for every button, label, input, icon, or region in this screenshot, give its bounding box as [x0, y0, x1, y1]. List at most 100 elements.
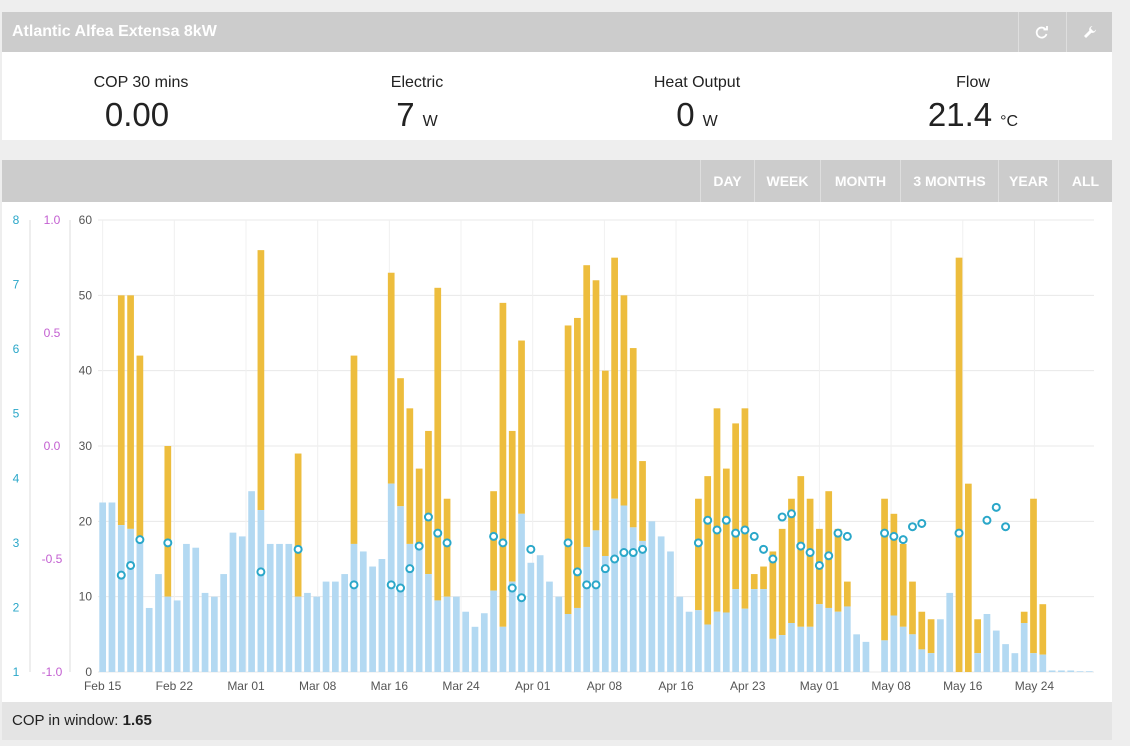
electric-bar [890, 615, 898, 672]
electric-bar [359, 551, 367, 672]
electric-bar [927, 653, 935, 672]
electric-bar [769, 638, 777, 672]
cop-point [628, 548, 638, 558]
electric-bar [257, 510, 265, 672]
electric-bar [862, 641, 870, 672]
electric-bar [378, 559, 386, 672]
chart-toolbar: DAY WEEK MONTH 3 MONTHS YEAR ALL [2, 160, 1112, 202]
heat-bar [629, 348, 637, 528]
range-year-button[interactable]: YEAR [998, 160, 1058, 202]
heat-bar [1020, 611, 1028, 624]
electric-bar [369, 566, 376, 672]
y-tick-label: 20 [79, 514, 93, 528]
energy-chart[interactable]: 0 10 20 30 40 50 60 1 2 3 4 5 6 7 8 -1.0 -0.5 0.0 0.5 1.0 Fe… [2, 202, 1112, 702]
heat-bar [769, 551, 777, 639]
electric-bar [909, 634, 916, 672]
electric-bar [341, 574, 349, 672]
x-tick-label: Mar 08 [299, 679, 337, 693]
cop-point [517, 593, 527, 603]
electric-bar [127, 528, 134, 672]
cop-window-label: COP in window: [12, 712, 119, 729]
electric-bar [983, 613, 991, 672]
cop-tick-label: 3 [13, 536, 20, 550]
range-day-button[interactable]: DAY [700, 160, 754, 202]
electric-bar [499, 626, 507, 672]
cop-point [982, 515, 992, 525]
secondary-tick-label: 1.0 [44, 213, 61, 227]
cop-point [814, 560, 824, 570]
cop-point [563, 538, 573, 548]
electric-bar [406, 543, 414, 672]
cop-point [498, 538, 508, 548]
electric-bar [220, 574, 228, 672]
x-tick-label: Feb 15 [84, 679, 122, 693]
heat-bar [704, 476, 712, 625]
electric-bar [574, 607, 581, 672]
x-tick-label: Feb 22 [156, 679, 194, 693]
heat-bar [592, 280, 600, 531]
range-all-button[interactable]: ALL [1058, 160, 1112, 202]
cop-point [721, 515, 731, 525]
cop-point [693, 538, 703, 548]
electric-bar [211, 596, 218, 672]
cop-point [1001, 522, 1011, 532]
heat-bar [620, 295, 628, 506]
electric-bar [937, 619, 944, 672]
range-month-button[interactable]: MONTH [820, 160, 900, 202]
electric-bar [145, 607, 153, 672]
cop-point [777, 512, 787, 522]
heat-bar [611, 257, 618, 499]
cop-point [442, 538, 452, 548]
cop-point [572, 567, 582, 577]
range-3months-button[interactable]: 3 MONTHS [900, 160, 998, 202]
electric-bar [843, 606, 851, 672]
heat-bar [760, 566, 767, 590]
electric-bar [453, 596, 460, 672]
electric-bar [592, 530, 600, 672]
heat-bar [806, 498, 814, 627]
stat-label: Electric [390, 74, 444, 91]
electric-bar [332, 581, 339, 672]
electric-bar [229, 532, 237, 672]
cop-point [907, 522, 917, 532]
electric-bar [304, 592, 311, 672]
electric-bar [117, 525, 125, 672]
electric-bar [183, 543, 190, 672]
electric-bar [1030, 653, 1037, 672]
x-tick-label: Apr 08 [587, 679, 623, 693]
y-tick-label: 60 [79, 213, 93, 227]
heat-bar [843, 581, 851, 607]
stat-label: Flow [956, 74, 990, 91]
heat-bar [1039, 604, 1047, 655]
electric-bar [462, 611, 470, 672]
electric-bar [1076, 671, 1084, 672]
electric-bar [527, 562, 535, 672]
range-week-button[interactable]: WEEK [754, 160, 820, 202]
refresh-button[interactable] [1018, 12, 1064, 52]
electric-bar [322, 581, 330, 672]
cop-point [638, 544, 648, 554]
electric-bar [518, 513, 525, 672]
cop-tick-label: 1 [13, 665, 20, 679]
heat-bar [722, 468, 730, 613]
x-tick-label: May 01 [800, 679, 840, 693]
cop-tick-label: 7 [13, 278, 20, 292]
electric-bar [164, 596, 172, 672]
cop-tick-label: 2 [13, 600, 20, 614]
settings-button[interactable] [1066, 12, 1112, 52]
refresh-icon [1035, 26, 1048, 39]
electric-bar [471, 626, 479, 672]
cop-point [749, 531, 759, 541]
heat-bar [750, 574, 758, 590]
electric-bar [992, 630, 1000, 672]
heat-bar [713, 408, 721, 612]
heat-bar [583, 265, 591, 547]
electric-bar [760, 589, 767, 672]
heat-bar [415, 468, 423, 544]
electric-bar [238, 536, 246, 672]
heat-bar [974, 619, 981, 654]
electric-bar [722, 612, 730, 672]
cop-point [600, 564, 610, 574]
cop-point [991, 502, 1001, 512]
electric-bar [974, 653, 981, 672]
